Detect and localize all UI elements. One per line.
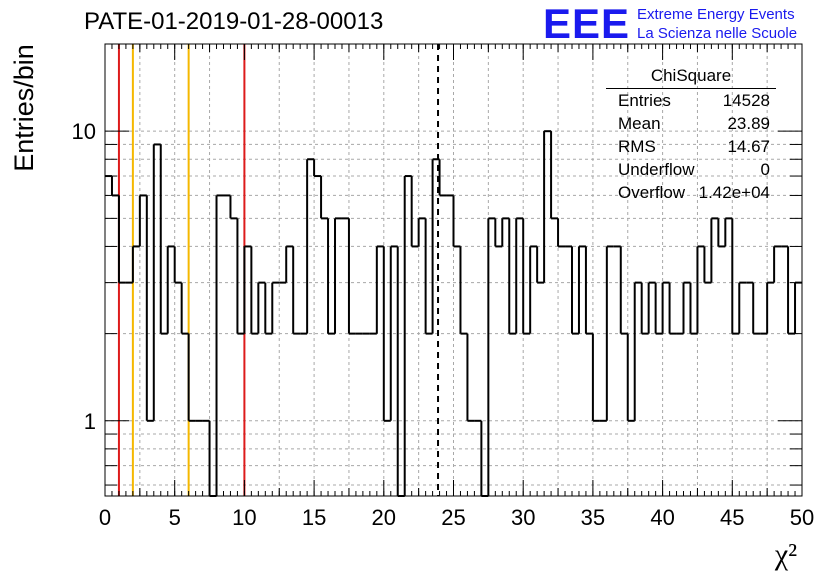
stats-row-overflow: Overflow 1.42e+04 xyxy=(612,181,776,204)
y-axis-title: Entries/bin xyxy=(9,44,39,172)
page-title: PATE-01-2019-01-28-00013 xyxy=(84,8,384,35)
stats-label: RMS xyxy=(618,137,656,156)
x-tick-label: 5 xyxy=(169,505,181,530)
histogram-series xyxy=(105,130,802,497)
stats-box: ChiSquare Entries 14528 Mean 23.89 RMS 1… xyxy=(606,66,776,204)
y-tick-label: 10 xyxy=(72,119,96,144)
grid-layer xyxy=(105,44,802,496)
stats-value: 14.67 xyxy=(727,137,770,156)
logo-line-1: Extreme Energy Events xyxy=(637,6,795,23)
x-tick-label: 50 xyxy=(790,505,814,530)
x-tick-label: 45 xyxy=(720,505,744,530)
stats-label: Overflow xyxy=(618,183,686,202)
stats-label: Mean xyxy=(618,114,661,133)
axis-labels: 0 5 10 15 20 25 30 35 40 45 50 1 10 xyxy=(72,119,815,530)
x-tick-label: 20 xyxy=(372,505,396,530)
stats-label: Entries xyxy=(618,91,671,110)
y-tick-label: 1 xyxy=(84,409,96,434)
x-tick-label: 15 xyxy=(302,505,326,530)
stats-row-entries: Entries 14528 xyxy=(612,89,776,112)
x-tick-label: 30 xyxy=(511,505,535,530)
axis-ticks xyxy=(104,43,803,496)
stats-label: Underflow xyxy=(618,160,695,179)
logo-line-2: La Scienza nelle Scuole xyxy=(637,25,798,42)
x-tick-label: 10 xyxy=(232,505,256,530)
stats-value: 14528 xyxy=(722,91,770,110)
logo-letters: EEE xyxy=(543,0,631,47)
stats-title: ChiSquare xyxy=(606,66,776,89)
stats-row-rms: RMS 14.67 xyxy=(612,135,776,158)
x-tick-label: 35 xyxy=(581,505,605,530)
x-axis-title: χ² xyxy=(774,538,797,571)
stats-value: 0 xyxy=(760,160,770,179)
x-tick-label: 25 xyxy=(441,505,465,530)
stats-row-underflow: Underflow 0 xyxy=(612,158,776,181)
stats-value: 1.42e+04 xyxy=(698,183,770,202)
stats-value: 23.89 xyxy=(727,114,770,133)
eee-logo: EEE Extreme Energy Events La Scienza nel… xyxy=(543,2,833,46)
x-tick-label: 40 xyxy=(650,505,674,530)
x-tick-label: 0 xyxy=(99,505,111,530)
stats-row-mean: Mean 23.89 xyxy=(612,112,776,135)
